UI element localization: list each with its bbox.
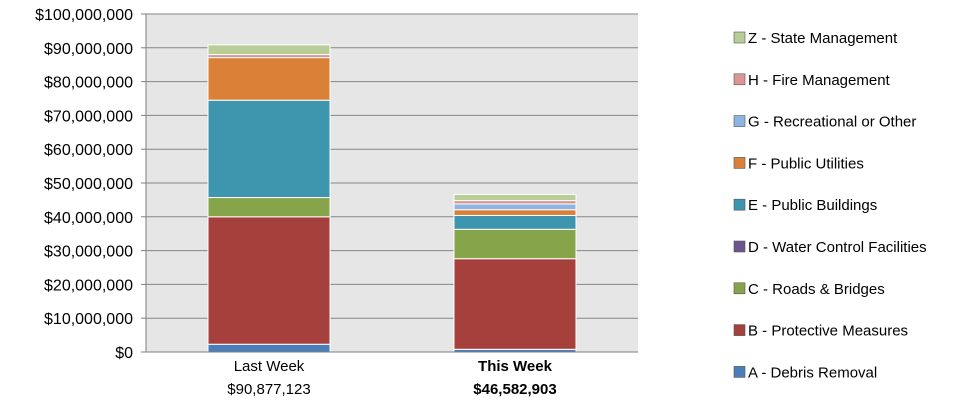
- legend-label: B - Protective Measures: [748, 323, 908, 340]
- y-axis-ticks: $0 $10,000,000 $20,000,000 $30,000,000 $40,0…: [35, 7, 146, 362]
- y-tick-label: $90,000,000: [44, 41, 133, 58]
- legend-swatch: [733, 115, 746, 127]
- legend-swatch: [733, 157, 746, 169]
- category-labels: Last Week $90,877,123 This Week $46,582,903: [227, 358, 556, 398]
- category-total-label: $90,877,123: [227, 381, 310, 397]
- y-tick-label: $60,000,000: [44, 142, 133, 159]
- bar-segment: [207, 44, 331, 56]
- y-tick-label: $10,000,000: [44, 311, 133, 328]
- y-tick-label: $30,000,000: [44, 244, 133, 261]
- category-total-label: $46,582,903: [473, 381, 556, 397]
- bar-segment: [453, 200, 577, 205]
- bars: [207, 44, 577, 353]
- bar-segment: [207, 216, 331, 345]
- y-tick-label: $70,000,000: [44, 108, 133, 125]
- bar-segment: [207, 57, 331, 101]
- bar-segment: [453, 194, 577, 202]
- bar-segment: [453, 209, 577, 216]
- y-tick-label: $20,000,000: [44, 277, 133, 294]
- bar-segment: [207, 197, 331, 218]
- legend-label: A - Debris Removal: [748, 364, 877, 381]
- x-category-label: Last Week: [234, 358, 305, 375]
- x-category-label: This Week: [478, 358, 553, 375]
- legend-label: Z - State Management: [748, 30, 898, 47]
- bar-segment: [453, 258, 577, 350]
- bar-segment: [453, 228, 577, 260]
- bar-segment: [453, 214, 577, 230]
- legend-label: F - Public Utilities: [748, 155, 864, 172]
- y-tick-label: $0: [115, 345, 133, 362]
- legend: Z - State Management H - Fire Management G…: [733, 30, 927, 381]
- legend-label: H - Fire Management: [748, 72, 891, 89]
- legend-label: D - Water Control Facilities: [748, 239, 927, 256]
- legend-swatch: [733, 240, 746, 253]
- legend-swatch: [733, 282, 746, 295]
- legend-swatch: [733, 366, 746, 378]
- legend-swatch: [733, 324, 746, 336]
- y-tick-label: $40,000,000: [44, 210, 133, 227]
- legend-swatch: [733, 31, 746, 44]
- legend-swatch: [733, 198, 746, 211]
- bar-segment: [453, 203, 577, 211]
- y-tick-label: $50,000,000: [44, 176, 133, 193]
- legend-label: C - Roads & Bridges: [748, 281, 885, 298]
- bar-segment: [207, 99, 331, 199]
- y-tick-label: $80,000,000: [44, 75, 133, 92]
- legend-label: G - Recreational or Other: [748, 114, 916, 131]
- legend-label: E - Public Buildings: [748, 197, 877, 214]
- bar-segment: [207, 343, 331, 353]
- y-tick-label: $100,000,000: [35, 7, 133, 24]
- legend-swatch: [733, 73, 746, 86]
